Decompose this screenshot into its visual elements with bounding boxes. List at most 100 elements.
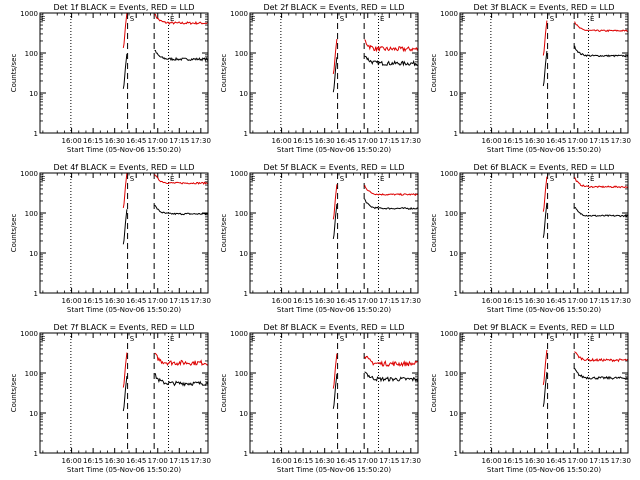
- x-tick-label: 17:00: [358, 457, 378, 465]
- x-tick-label: 17:15: [379, 457, 399, 465]
- marker-label-E: E: [590, 175, 594, 183]
- panel-title: Det 3f BLACK = Events, RED = LLD: [473, 3, 614, 12]
- plot-frame: [39, 172, 209, 294]
- events-series-post: [154, 204, 209, 216]
- y-tick-label: 1: [454, 130, 458, 138]
- x-tick-label: 16:00: [61, 457, 81, 465]
- x-tick-label: 16:45: [546, 137, 566, 145]
- events-series-pre: [122, 375, 128, 412]
- x-tick-label: 17:00: [148, 297, 168, 305]
- events-series-pre: [542, 50, 548, 87]
- y-tick-label: 1000: [440, 10, 458, 18]
- plot-frame: [459, 172, 629, 294]
- x-axis-label: Start Time (05-Nov-06 15:50:20): [67, 146, 181, 154]
- lld-series-pre: [332, 184, 338, 220]
- x-tick-label: 17:30: [191, 457, 211, 465]
- events-series-post: [364, 371, 419, 383]
- x-tick-label: 16:00: [481, 137, 501, 145]
- x-tick-label: 16:45: [336, 457, 356, 465]
- events-series-pre: [332, 203, 338, 239]
- panel-det-3: Det 3f BLACK = Events, RED = LLD 1 10 100 10…: [430, 3, 631, 154]
- panel-det-8: Det 8f BLACK = Events, RED = LLD 1 10 100 10…: [220, 323, 421, 474]
- y-tick-label: 10: [239, 250, 248, 258]
- y-axis-label: Counts/sec: [220, 214, 228, 253]
- y-tick-label: 1: [454, 290, 458, 298]
- y-axis-label: Counts/sec: [10, 374, 18, 413]
- lld-series-pre: [542, 349, 548, 385]
- panel-det-4: Det 4f BLACK = Events, RED = LLD 1 10 100 10…: [10, 163, 211, 314]
- y-tick-label: 10: [29, 90, 38, 98]
- events-series-pre: [122, 53, 128, 89]
- marker-label-E: E: [170, 175, 174, 183]
- panel-title: Det 4f BLACK = Events, RED = LLD: [53, 163, 194, 172]
- plot-frame: [249, 12, 419, 134]
- y-tick-label: 10: [449, 410, 458, 418]
- y-tick-label: 1000: [230, 330, 248, 338]
- events-series-pre: [542, 371, 548, 407]
- marker-label-E: E: [251, 15, 255, 23]
- y-tick-label: 100: [445, 370, 458, 378]
- x-tick-label: 16:00: [481, 297, 501, 305]
- x-tick-label: 16:00: [61, 137, 81, 145]
- panel-det-7: Det 7f BLACK = Events, RED = LLD 1 10 100 10…: [10, 323, 211, 474]
- y-tick-label: 1000: [230, 10, 248, 18]
- x-tick-label: 17:00: [148, 457, 168, 465]
- x-tick-label: 16:15: [503, 297, 523, 305]
- marker-label-E: E: [170, 335, 174, 343]
- y-tick-label: 100: [235, 210, 248, 218]
- x-tick-label: 17:00: [568, 297, 588, 305]
- x-tick-label: 16:30: [105, 137, 125, 145]
- plot-frame: [459, 332, 629, 454]
- y-tick-label: 1: [244, 130, 248, 138]
- y-tick-label: 1000: [20, 10, 38, 18]
- x-tick-label: 17:30: [191, 137, 211, 145]
- marker-label-E: E: [461, 175, 465, 183]
- marker-label-S: S: [340, 335, 345, 343]
- x-axis-label: Start Time (05-Nov-06 15:50:20): [277, 466, 391, 474]
- x-axis-label: Start Time (05-Nov-06 15:50:20): [67, 306, 181, 314]
- y-tick-label: 100: [25, 210, 38, 218]
- lld-series-post: [364, 39, 419, 53]
- y-tick-label: 1000: [440, 330, 458, 338]
- y-tick-label: 100: [445, 210, 458, 218]
- plot-frame: [249, 172, 419, 294]
- y-tick-label: 100: [235, 50, 248, 58]
- x-tick-label: 16:30: [525, 457, 545, 465]
- y-tick-label: 10: [449, 250, 458, 258]
- y-axis-label: Counts/sec: [430, 374, 438, 413]
- events-series-post: [154, 373, 209, 387]
- panel-det-5: Det 5f BLACK = Events, RED = LLD 1 10 100 10…: [220, 163, 421, 314]
- x-tick-label: 16:30: [315, 297, 335, 305]
- marker-label-S: S: [130, 15, 135, 23]
- lld-series-post: [364, 184, 419, 196]
- x-tick-label: 17:30: [401, 297, 421, 305]
- x-axis-label: Start Time (05-Nov-06 15:50:20): [487, 146, 601, 154]
- marker-label-E: E: [251, 175, 255, 183]
- marker-label-E: E: [170, 15, 174, 23]
- marker-label-E: E: [380, 335, 384, 343]
- marker-label-E: E: [461, 15, 465, 23]
- marker-label-E: E: [251, 335, 255, 343]
- x-tick-label: 17:15: [589, 297, 609, 305]
- plot-frame: [39, 332, 209, 454]
- x-tick-label: 16:45: [126, 297, 146, 305]
- marker-label-S: S: [130, 335, 135, 343]
- events-series-post: [574, 206, 629, 218]
- panel-title: Det 1f BLACK = Events, RED = LLD: [53, 3, 194, 12]
- y-tick-label: 1: [454, 450, 458, 458]
- y-tick-label: 10: [29, 410, 38, 418]
- y-tick-label: 1000: [20, 330, 38, 338]
- x-tick-label: 16:45: [546, 457, 566, 465]
- x-tick-label: 17:30: [611, 297, 631, 305]
- x-tick-label: 16:15: [83, 457, 103, 465]
- events-series-post: [574, 367, 628, 380]
- x-tick-label: 17:00: [358, 297, 378, 305]
- panel-det-9: Det 9f BLACK = Events, RED = LLD 1 10 100 10…: [430, 323, 631, 474]
- lld-series-post: [154, 13, 209, 25]
- lld-series-post: [574, 351, 629, 363]
- x-tick-label: 17:30: [611, 457, 631, 465]
- lld-series-pre: [122, 352, 128, 388]
- x-tick-label: 16:30: [105, 457, 125, 465]
- x-tick-label: 16:00: [61, 297, 81, 305]
